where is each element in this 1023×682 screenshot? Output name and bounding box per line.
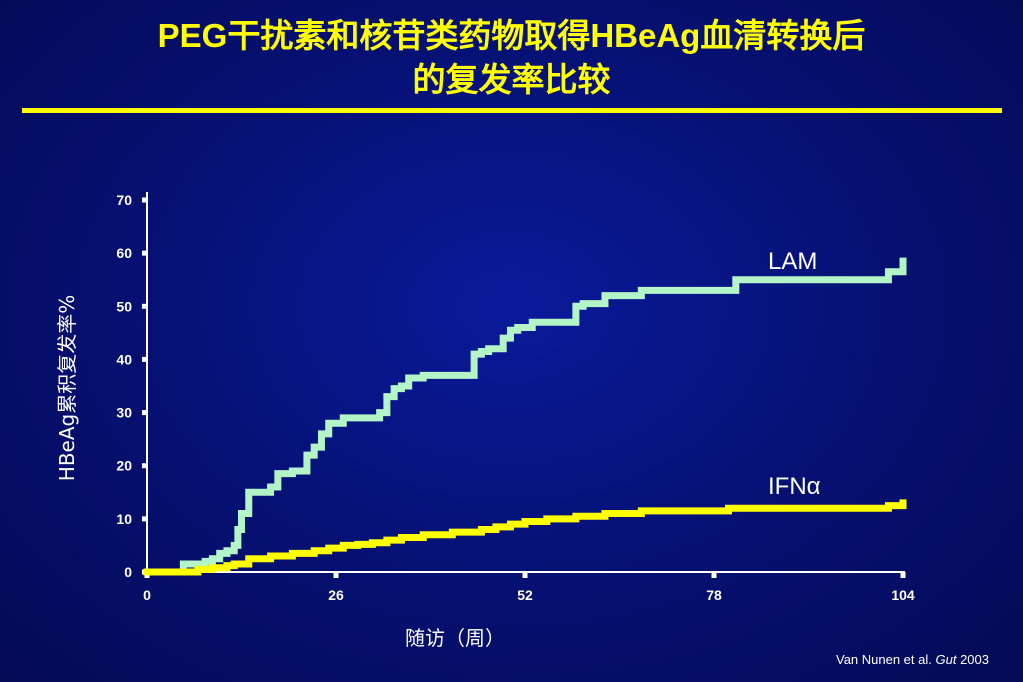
y-tick-mark xyxy=(142,250,147,256)
title-line-1: PEG干扰素和核苷类药物取得HBeAg血清转换后 xyxy=(157,17,866,54)
series-label-1: IFNα xyxy=(768,473,821,500)
citation-journal: Gut xyxy=(935,652,957,667)
x-tick-mark xyxy=(522,572,528,578)
citation-year: 2003 xyxy=(956,652,989,667)
y-axis-label: HBeAg累积复发率% xyxy=(55,295,79,481)
title-underline xyxy=(22,108,1002,113)
citation-authors: Van Nunen et al. xyxy=(835,652,936,667)
y-tick-mark xyxy=(142,303,147,309)
citation: Van Nunen et al. Gut 2003 xyxy=(836,652,989,667)
title-line-2: 的复发率比较 xyxy=(412,61,611,98)
y-tick-mark xyxy=(142,197,147,203)
page-title: PEG干扰素和核苷类药物取得HBeAg血清转换后 的复发率比较 xyxy=(0,14,1023,102)
x-tick-label: 104 xyxy=(891,587,915,603)
chart-labels: 随访（周） HBeAg累积复发率% LAM IFNα xyxy=(55,248,821,650)
x-tick-label: 78 xyxy=(706,587,722,603)
x-axis-label: 随访（周） xyxy=(405,626,505,650)
chart-series xyxy=(143,257,907,576)
x-tick-label: 26 xyxy=(328,587,344,603)
x-tick-mark xyxy=(711,572,717,578)
y-tick-mark xyxy=(142,410,147,416)
x-tick-mark xyxy=(333,572,339,578)
y-tick-label: 0 xyxy=(124,564,132,580)
series-line-0 xyxy=(143,257,907,576)
y-tick-label: 20 xyxy=(116,458,132,474)
series-line-1 xyxy=(143,499,907,576)
y-tick-mark xyxy=(142,463,147,469)
y-tick-mark xyxy=(142,356,147,362)
y-tick-label: 50 xyxy=(116,298,132,314)
y-tick-label: 30 xyxy=(116,405,132,421)
chart-axes: 0 10 20 30 40 50 60 70 0 26 52 78 104 xyxy=(116,192,915,603)
x-tick-label: 52 xyxy=(517,587,533,603)
y-tick-label: 10 xyxy=(116,511,132,527)
series-label-0: LAM xyxy=(768,248,817,275)
y-tick-label: 60 xyxy=(116,245,132,261)
x-tick-mark xyxy=(900,572,906,578)
y-tick-label: 70 xyxy=(116,192,132,208)
y-tick-mark xyxy=(142,516,147,522)
y-tick-label: 40 xyxy=(116,351,132,367)
x-tick-label: 0 xyxy=(143,587,151,603)
